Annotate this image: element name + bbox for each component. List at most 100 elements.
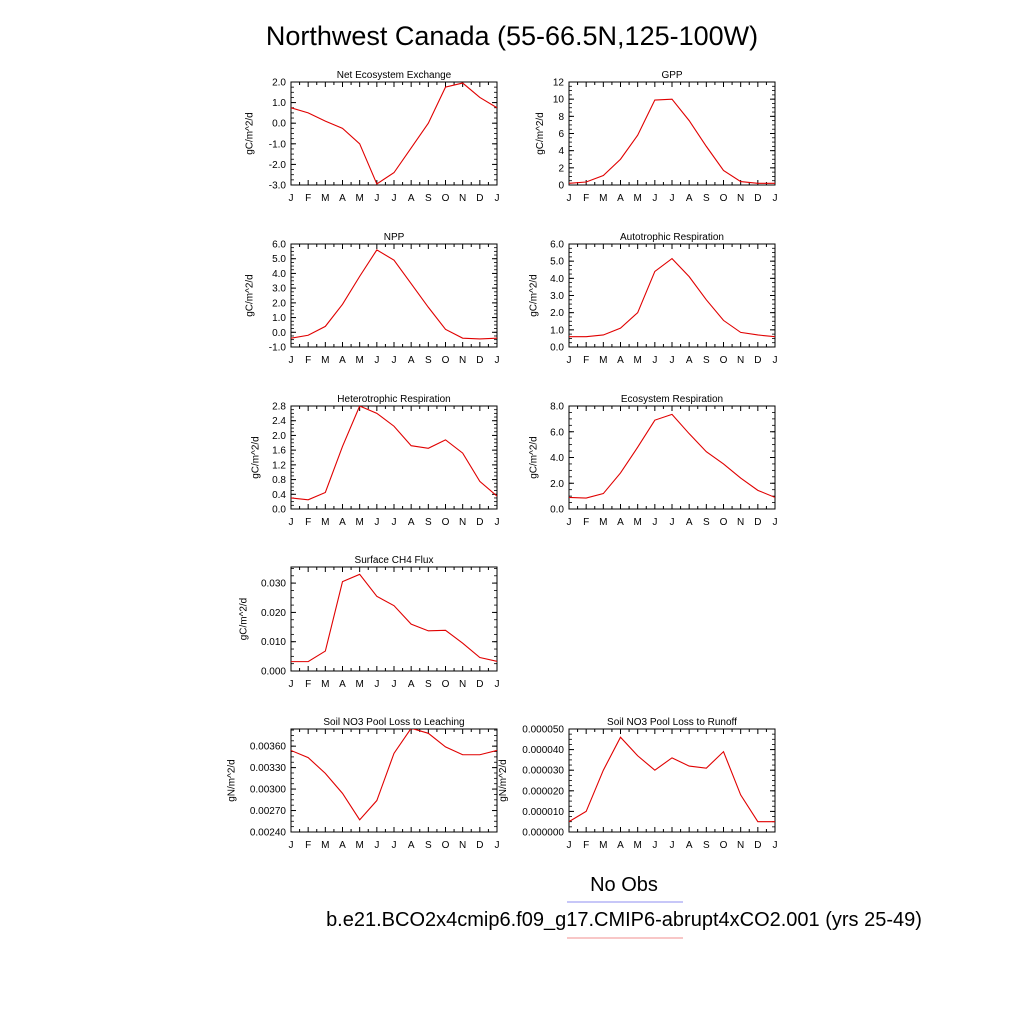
x-tick-label: O <box>442 517 450 528</box>
x-tick-label: N <box>459 193 466 204</box>
y-tick-label: -1.0 <box>269 343 287 354</box>
x-tick-label: M <box>321 517 329 528</box>
x-tick-label: O <box>720 840 728 851</box>
x-tick-label: S <box>703 193 710 204</box>
legend-label-model-run: b.e21.BCO2x4cmip6.f09_g17.CMIP6-abrupt4x… <box>326 909 922 931</box>
y-axis-label: gC/m^2/d <box>239 598 250 641</box>
y-tick-label: 0.0 <box>550 343 564 354</box>
x-tick-label: J <box>773 517 778 528</box>
x-tick-label: F <box>583 355 589 366</box>
x-tick-label: A <box>408 355 415 366</box>
x-tick-label: J <box>652 840 657 851</box>
x-tick-label: O <box>720 517 728 528</box>
x-tick-label: N <box>737 355 744 366</box>
x-tick-label: A <box>408 679 415 690</box>
y-tick-label: 0.8 <box>272 475 286 486</box>
series-line <box>569 257 775 338</box>
x-tick-label: S <box>703 355 710 366</box>
x-tick-label: O <box>720 355 728 366</box>
y-tick-label: 5.0 <box>550 257 564 268</box>
y-tick-label: 0 <box>558 181 564 192</box>
x-tick-label: A <box>617 517 624 528</box>
x-tick-label: J <box>567 355 572 366</box>
x-tick-label: M <box>355 517 363 528</box>
x-tick-label: A <box>408 193 415 204</box>
x-tick-label: A <box>408 840 415 851</box>
y-tick-label: 1.2 <box>272 460 286 471</box>
x-tick-label: J <box>652 193 657 204</box>
x-tick-label: J <box>374 193 379 204</box>
legend-label-no-obs: No Obs <box>590 874 658 896</box>
y-tick-label: 6.0 <box>550 427 564 438</box>
x-tick-label: O <box>442 355 450 366</box>
series-line <box>291 406 497 501</box>
panel-title: Soil NO3 Pool Loss to Runoff <box>607 717 737 728</box>
y-tick-label: 12 <box>553 78 565 89</box>
x-tick-label: J <box>289 193 294 204</box>
x-tick-label: J <box>773 355 778 366</box>
y-axis-label: gC/m^2/d <box>245 274 256 317</box>
x-tick-label: N <box>459 679 466 690</box>
x-tick-label: J <box>392 355 397 366</box>
x-tick-label: J <box>670 193 675 204</box>
y-tick-label: 2.0 <box>272 431 286 442</box>
x-tick-label: D <box>754 193 761 204</box>
y-tick-label: 0.010 <box>261 637 286 648</box>
x-tick-label: J <box>567 840 572 851</box>
x-tick-label: N <box>737 193 744 204</box>
plot-frame <box>290 728 498 833</box>
x-tick-label: D <box>476 840 483 851</box>
y-tick-label: 0.000 <box>261 667 286 678</box>
x-tick-label: D <box>754 517 761 528</box>
series-line <box>569 98 775 184</box>
y-tick-label: 6.0 <box>272 240 286 251</box>
x-tick-label: F <box>583 193 589 204</box>
x-tick-label: M <box>599 840 607 851</box>
y-tick-label: 0.000020 <box>522 786 564 797</box>
x-tick-label: J <box>773 193 778 204</box>
y-axis-label: gC/m^2/d <box>529 274 540 317</box>
x-tick-label: J <box>670 840 675 851</box>
x-tick-label: N <box>459 517 466 528</box>
y-tick-label: -3.0 <box>269 181 287 192</box>
x-tick-label: A <box>339 517 346 528</box>
x-tick-label: O <box>442 840 450 851</box>
x-tick-label: J <box>495 355 500 366</box>
x-tick-label: J <box>392 840 397 851</box>
x-tick-label: J <box>374 355 379 366</box>
y-tick-label: 0.4 <box>272 490 286 501</box>
y-tick-label: 2.8 <box>272 402 286 413</box>
x-tick-label: S <box>425 355 432 366</box>
series-line <box>291 573 497 663</box>
x-tick-label: M <box>599 517 607 528</box>
x-tick-label: A <box>686 193 693 204</box>
x-tick-label: J <box>567 193 572 204</box>
y-tick-label: 0.000050 <box>522 725 564 736</box>
y-tick-label: 0.0 <box>272 119 286 130</box>
y-tick-label: 2.4 <box>272 416 286 427</box>
y-tick-label: 1.0 <box>272 98 286 109</box>
x-tick-label: A <box>339 679 346 690</box>
plot-frame <box>290 243 498 348</box>
panel-title: Autotrophic Respiration <box>620 232 724 243</box>
x-tick-label: F <box>305 355 311 366</box>
y-tick-label: 0.0 <box>550 505 564 516</box>
x-tick-label: J <box>374 679 379 690</box>
y-axis-label: gC/m^2/d <box>251 436 262 479</box>
x-tick-label: A <box>408 517 415 528</box>
y-axis-label: gC/m^2/d <box>535 112 546 155</box>
x-tick-label: D <box>754 355 761 366</box>
legend: No Obs b.e21.BCO2x4cmip6.f09_g17.CMIP6-a… <box>326 874 922 939</box>
y-tick-label: 0.00240 <box>250 828 287 839</box>
x-tick-label: S <box>425 840 432 851</box>
x-tick-label: D <box>476 679 483 690</box>
x-tick-label: J <box>773 840 778 851</box>
x-tick-label: J <box>495 679 500 690</box>
x-tick-label: J <box>670 517 675 528</box>
